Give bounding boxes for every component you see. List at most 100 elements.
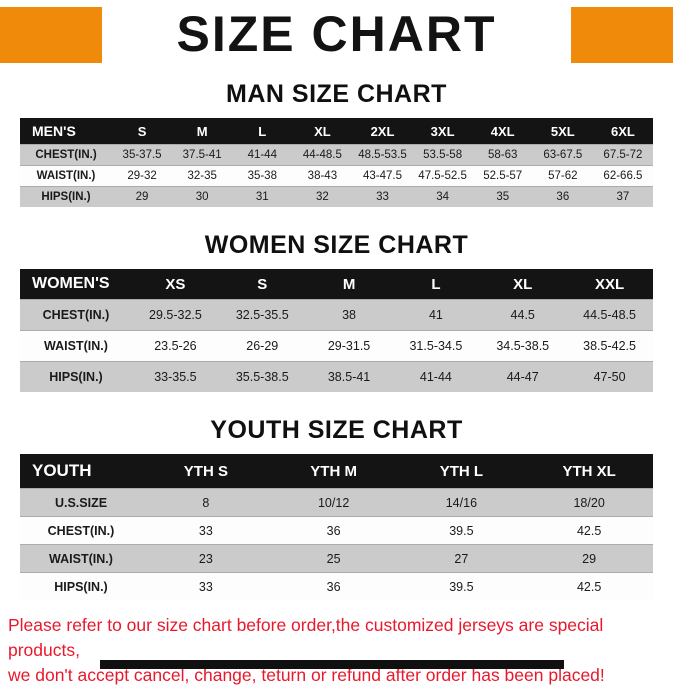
- table-row: WAIST(IN.) 23.5-26 26-29 29-31.5 31.5-34.5 34…: [20, 330, 653, 362]
- size-value-cell: 39.5: [397, 572, 526, 600]
- size-value-cell: 29.5-32.5: [132, 299, 219, 331]
- size-value-cell: 29-32: [112, 165, 173, 187]
- mens-size-table: MEN'S S M L XL 2XL 3XL 4XL 5XL 6XL CHEST(IN.) 35-37…: [20, 118, 653, 207]
- size-value-cell: 34.5-38.5: [479, 330, 567, 362]
- size-column-header: YTH L: [397, 454, 526, 489]
- bottom-cropped-bar: [100, 660, 564, 669]
- size-value-cell: 44-47: [479, 361, 567, 392]
- size-value-cell: 30: [172, 186, 233, 207]
- table-row: CHEST(IN.) 33 36 39.5 42.5: [20, 516, 653, 545]
- size-value-cell: 33: [142, 572, 270, 600]
- size-value-cell: 58-63: [472, 144, 533, 166]
- size-value-cell: 36: [532, 186, 593, 207]
- size-column-header: 6XL: [592, 118, 653, 145]
- size-value-cell: 38.5-41: [305, 361, 393, 392]
- disclaimer-line-1: Please refer to our size chart before or…: [8, 615, 604, 660]
- size-column-header: L: [392, 269, 480, 300]
- size-value-cell: 67.5-72: [592, 144, 653, 166]
- size-value-cell: 48.5-53.5: [352, 144, 413, 166]
- women-size-chart-heading: WOMEN SIZE CHART: [204, 231, 469, 259]
- size-column-header: M: [172, 118, 233, 145]
- orange-corner-right: [571, 7, 673, 63]
- size-value-cell: 25: [269, 544, 398, 573]
- youth-size-table: YOUTH YTH S YTH M YTH L YTH XL U.S.SIZE 8 10/12…: [20, 454, 653, 600]
- row-label: CHEST(IN.): [20, 516, 142, 545]
- youth-size-chart-heading: YOUTH SIZE CHART: [210, 416, 463, 444]
- size-value-cell: 44.5-48.5: [566, 299, 653, 331]
- row-label: CHEST(IN.): [20, 299, 132, 331]
- table-corner-header: WOMEN'S: [20, 269, 132, 300]
- size-value-cell: 38-43: [292, 165, 353, 187]
- size-value-cell: 35-38: [232, 165, 293, 187]
- size-value-cell: 29: [112, 186, 173, 207]
- size-value-cell: 44-48.5: [292, 144, 353, 166]
- size-value-cell: 36: [269, 572, 398, 600]
- size-value-cell: 29-31.5: [305, 330, 393, 362]
- size-value-cell: 31.5-34.5: [392, 330, 480, 362]
- disclaimer-text: Please refer to our size chart before or…: [0, 613, 673, 688]
- size-value-cell: 35.5-38.5: [218, 361, 306, 392]
- man-size-chart-heading: MAN SIZE CHART: [226, 80, 447, 108]
- size-value-cell: 33: [352, 186, 413, 207]
- table-row: CHEST(IN.) 29.5-32.5 32.5-35.5 38 41 44.5 44.5…: [20, 299, 653, 331]
- size-column-header: S: [218, 269, 306, 300]
- size-column-header: YTH XL: [525, 454, 653, 489]
- size-value-cell: 36: [269, 516, 398, 545]
- table-header-row: MEN'S S M L XL 2XL 3XL 4XL 5XL 6XL: [20, 118, 653, 145]
- size-value-cell: 23: [142, 544, 270, 573]
- size-value-cell: 32.5-35.5: [218, 299, 306, 331]
- table-row: CHEST(IN.) 35-37.5 37.5-41 41-44 44-48.5 48.5…: [20, 144, 653, 166]
- size-value-cell: 57-62: [532, 165, 593, 187]
- size-value-cell: 29: [525, 544, 653, 573]
- table-row: HIPS(IN.) 29 30 31 32 33 34 35 36 37: [20, 186, 653, 207]
- size-value-cell: 35: [472, 186, 533, 207]
- women-size-chart-section: WOMEN SIZE CHART WOMEN'S XS S M L XL XXL CHEST(…: [0, 231, 673, 392]
- size-value-cell: 44.5: [479, 299, 567, 331]
- size-column-header: 4XL: [472, 118, 533, 145]
- size-value-cell: 41-44: [392, 361, 480, 392]
- size-column-header: L: [232, 118, 293, 145]
- row-label: U.S.SIZE: [20, 488, 142, 517]
- size-value-cell: 23.5-26: [132, 330, 219, 362]
- row-label: WAIST(IN.): [20, 330, 132, 362]
- table-header-row: YOUTH YTH S YTH M YTH L YTH XL: [20, 454, 653, 489]
- size-value-cell: 34: [412, 186, 473, 207]
- size-column-header: S: [112, 118, 173, 145]
- size-column-header: XL: [479, 269, 567, 300]
- size-value-cell: 33-35.5: [132, 361, 219, 392]
- size-value-cell: 38: [305, 299, 393, 331]
- size-value-cell: 52.5-57: [472, 165, 533, 187]
- size-value-cell: 63-67.5: [532, 144, 593, 166]
- size-value-cell: 42.5: [525, 516, 653, 545]
- page-title: SIZE CHART: [176, 6, 497, 62]
- orange-corner-left: [0, 7, 102, 63]
- size-value-cell: 39.5: [397, 516, 526, 545]
- size-column-header: 3XL: [412, 118, 473, 145]
- size-value-cell: 18/20: [525, 488, 653, 517]
- size-value-cell: 43-47.5: [352, 165, 413, 187]
- size-column-header: M: [305, 269, 393, 300]
- womens-size-table: WOMEN'S XS S M L XL XXL CHEST(IN.) 29.5-32.5 32.5…: [20, 269, 653, 392]
- size-value-cell: 47.5-52.5: [412, 165, 473, 187]
- man-size-chart-section: MAN SIZE CHART MEN'S S M L XL 2XL 3XL 4XL 5XL 6XL…: [0, 80, 673, 207]
- size-column-header: XL: [292, 118, 353, 145]
- size-value-cell: 37.5-41: [172, 144, 233, 166]
- size-value-cell: 26-29: [218, 330, 306, 362]
- table-row: HIPS(IN.) 33-35.5 35.5-38.5 38.5-41 41-44 44-…: [20, 361, 653, 392]
- size-value-cell: 41-44: [232, 144, 293, 166]
- table-corner-header: YOUTH: [20, 454, 142, 489]
- row-label: WAIST(IN.): [20, 165, 112, 187]
- row-label: CHEST(IN.): [20, 144, 112, 166]
- table-header-row: WOMEN'S XS S M L XL XXL: [20, 269, 653, 300]
- size-value-cell: 10/12: [269, 488, 398, 517]
- size-value-cell: 37: [592, 186, 653, 207]
- size-column-header: YTH M: [269, 454, 398, 489]
- size-value-cell: 42.5: [525, 572, 653, 600]
- size-column-header: XS: [132, 269, 219, 300]
- table-row: WAIST(IN.) 23 25 27 29: [20, 544, 653, 573]
- row-label: WAIST(IN.): [20, 544, 142, 573]
- size-value-cell: 32-35: [172, 165, 233, 187]
- size-value-cell: 41: [392, 299, 480, 331]
- size-value-cell: 31: [232, 186, 293, 207]
- youth-size-chart-section: YOUTH SIZE CHART YOUTH YTH S YTH M YTH L YTH…: [0, 416, 673, 600]
